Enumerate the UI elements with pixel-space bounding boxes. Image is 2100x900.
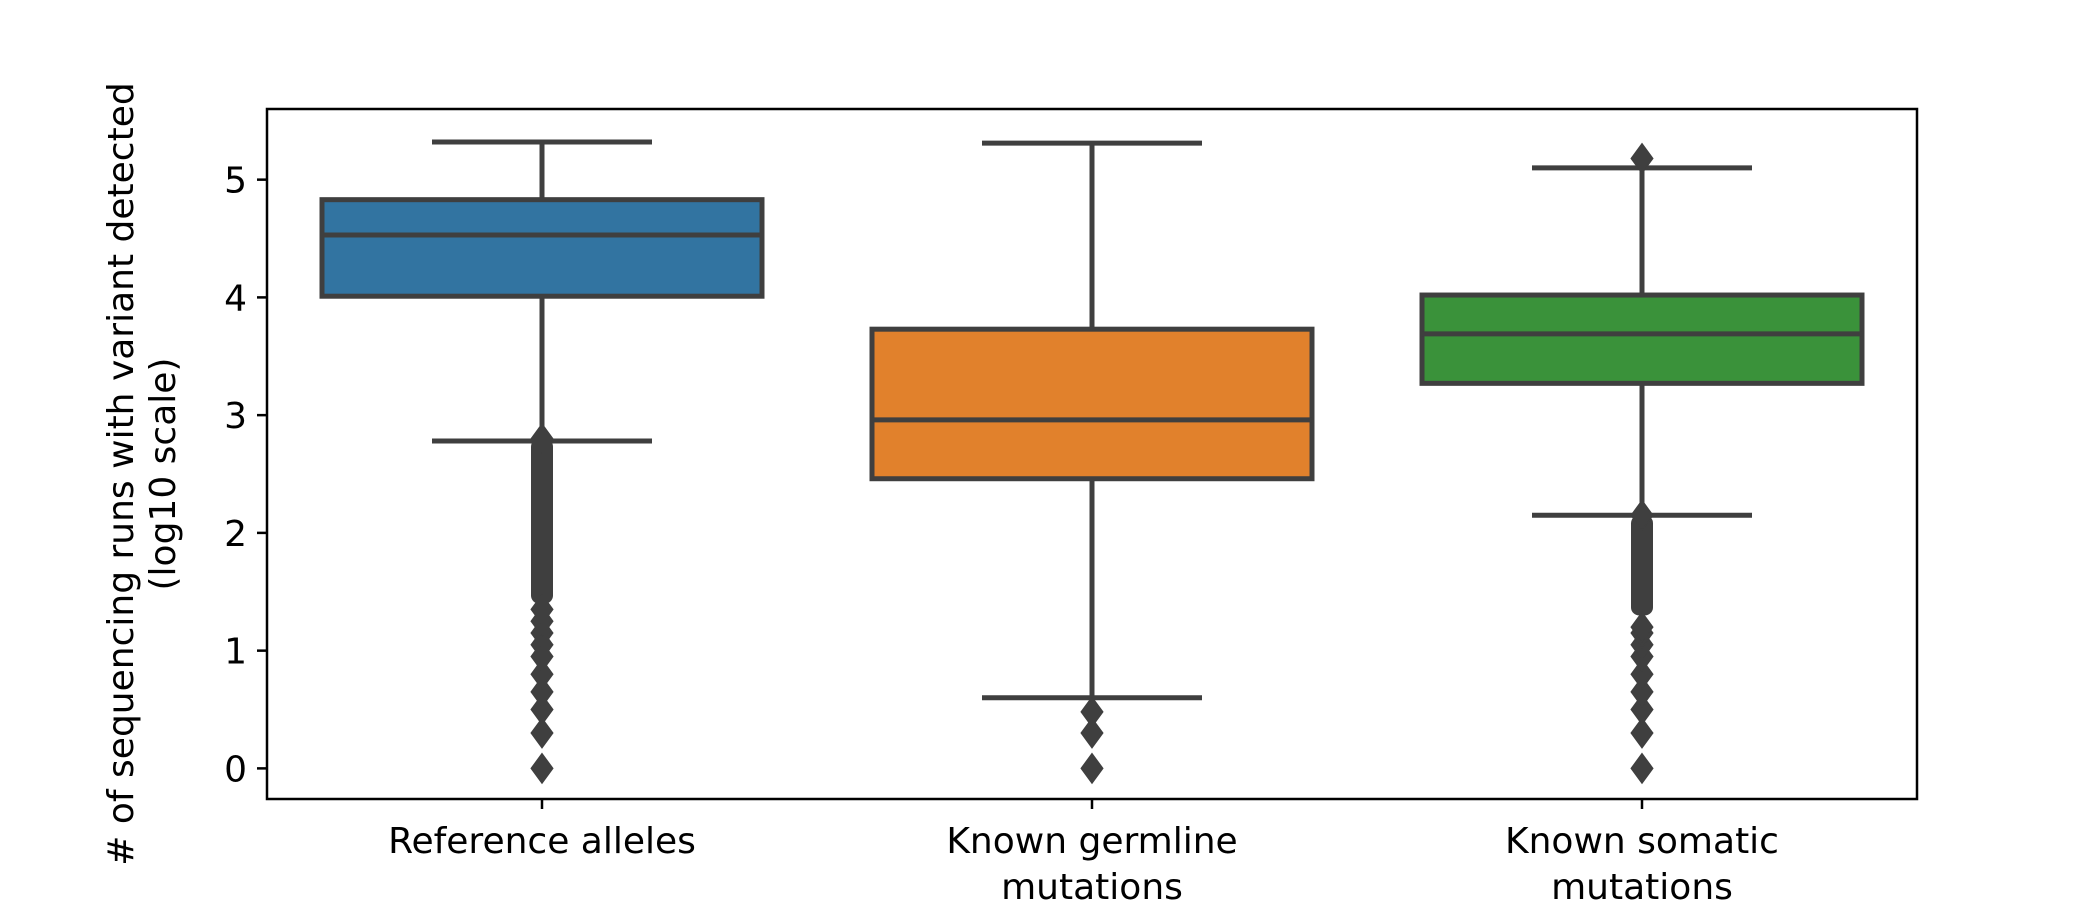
x-tick-label: Known somatic: [1505, 821, 1779, 862]
x-tick-label: mutations: [1001, 867, 1183, 900]
plot-area: [319, 139, 1865, 785]
y-axis-label: # of sequencing runs with variant detect…: [101, 82, 142, 865]
outlier-point: [1630, 142, 1654, 175]
outlier-point: [530, 422, 554, 455]
y-axis-label: (log10 scale): [143, 358, 184, 591]
y-tick-label: 1: [224, 632, 247, 673]
outlier-point: [1630, 611, 1654, 643]
outlier-point: [530, 593, 554, 626]
outlier-point: [530, 676, 554, 708]
y-tick-label: 5: [224, 161, 247, 202]
outlier-point: [1080, 696, 1104, 728]
box-group: [869, 140, 1315, 785]
box-group: [1419, 142, 1865, 785]
outlier-point: [530, 717, 554, 749]
y-tick-label: 3: [224, 396, 247, 437]
axes: Reference alleles Known germline mutations…: [101, 82, 1919, 900]
outlier-point: [1630, 499, 1654, 532]
outlier-cluster: [531, 438, 553, 604]
y-tick-label: 4: [224, 278, 247, 319]
box: [319, 197, 765, 299]
box: [869, 326, 1315, 482]
axes-frame: [265, 107, 1919, 801]
x-tick-label: Known germline: [946, 821, 1237, 862]
outlier-cluster: [1631, 515, 1653, 616]
x-tick-label: Reference alleles: [388, 821, 696, 862]
outlier-point: [1080, 752, 1104, 785]
y-tick-label: 0: [224, 749, 247, 790]
outlier-point: [530, 693, 554, 726]
y-tick-label: 2: [224, 514, 247, 555]
outlier-point: [1630, 693, 1654, 726]
box-group: [319, 139, 765, 785]
outlier-point: [530, 658, 554, 691]
x-tick-label: mutations: [1551, 867, 1733, 900]
outlier-point: [1630, 717, 1654, 749]
outlier-point: [1630, 676, 1654, 708]
outlier-point: [1080, 717, 1104, 749]
outlier-point: [530, 752, 554, 785]
outlier-point: [1630, 658, 1654, 691]
box: [1419, 292, 1865, 386]
outlier-point: [1630, 752, 1654, 785]
